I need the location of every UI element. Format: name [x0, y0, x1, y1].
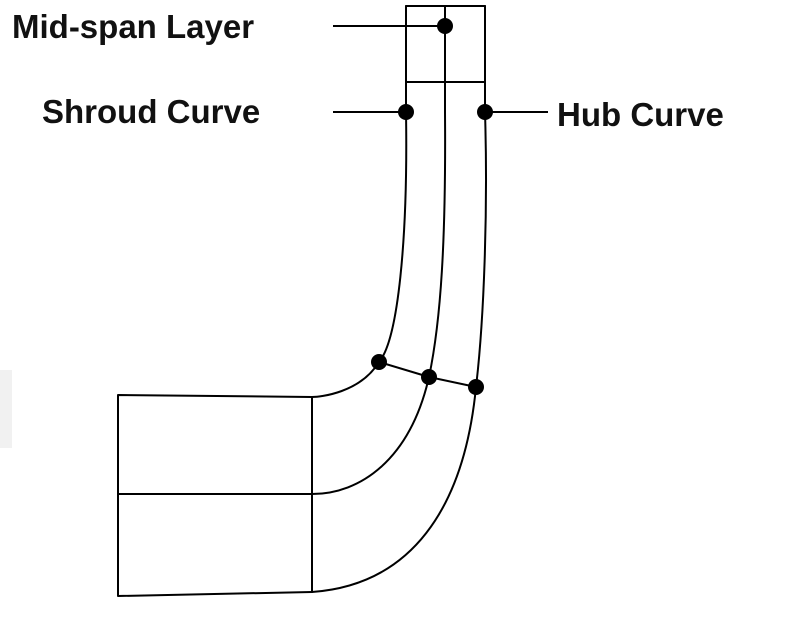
- bend-shroud-marker: [371, 354, 387, 370]
- midspan-layer-label: Mid-span Layer: [12, 8, 254, 45]
- hub-curve: [311, 5, 487, 593]
- midspan-marker: [437, 18, 453, 34]
- shroud-curve-label: Shroud Curve: [42, 93, 260, 130]
- shroud-marker: [398, 104, 414, 120]
- outlet-box-outline: [117, 394, 313, 597]
- shroud-curve: [311, 5, 408, 398]
- bend-hub-marker: [468, 379, 484, 395]
- hub-curve-label: Hub Curve: [557, 96, 724, 133]
- left-edge-shading: [0, 370, 12, 448]
- hub-marker: [477, 104, 493, 120]
- bend-midspan-marker: [421, 369, 437, 385]
- midspan-curve: [311, 5, 447, 495]
